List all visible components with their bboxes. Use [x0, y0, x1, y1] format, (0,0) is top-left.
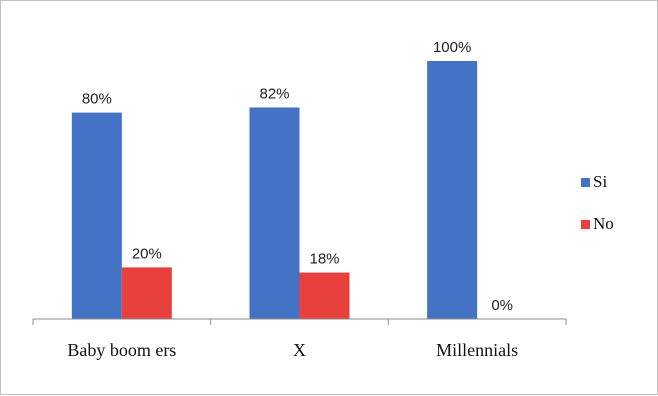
category-label-1: X	[293, 340, 306, 360]
data-label-si-2: 100%	[433, 39, 471, 56]
legend-swatch-no	[581, 220, 590, 229]
bar-si-0	[71, 112, 122, 319]
category-label-0: Baby boom ers	[67, 340, 176, 360]
bar-no-0	[121, 267, 172, 319]
category-label-2: Millennials	[436, 340, 518, 360]
bar-no-1	[299, 272, 350, 319]
legend-label-no: No	[593, 214, 614, 233]
bar-si-1	[249, 107, 300, 319]
legend-swatch-si	[581, 178, 590, 187]
data-label-si-0: 80%	[82, 91, 112, 108]
data-label-no-0: 20%	[132, 245, 162, 262]
data-label-no-2: 0%	[491, 297, 513, 314]
legend-label-si: Si	[593, 172, 607, 191]
bar-si-2	[427, 61, 478, 319]
data-label-si-1: 82%	[259, 85, 289, 102]
data-label-no-1: 18%	[309, 251, 339, 268]
